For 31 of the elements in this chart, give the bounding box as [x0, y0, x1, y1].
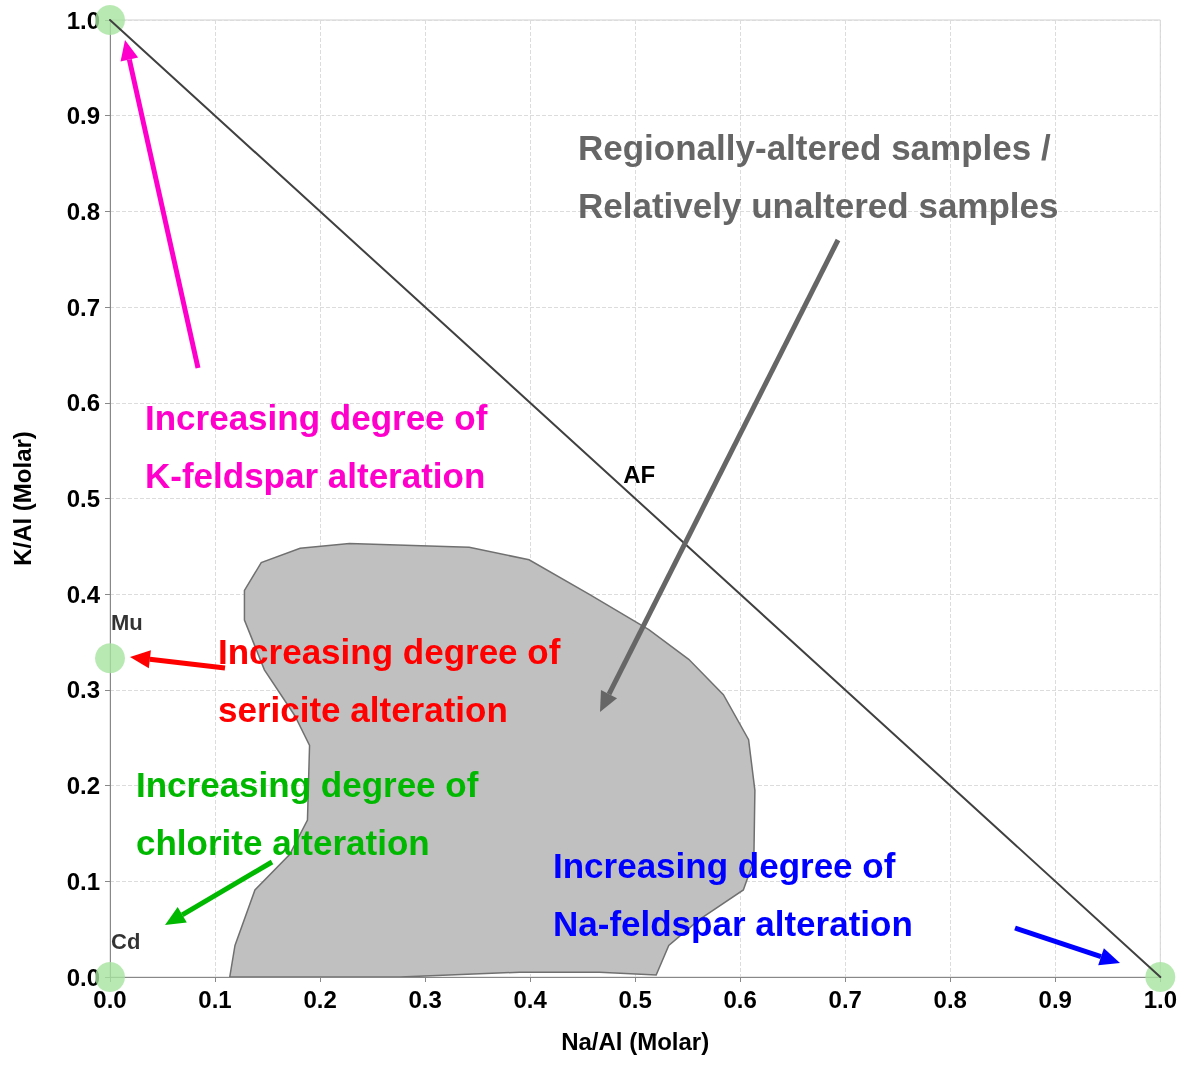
- x-tick-label: 0.6: [723, 985, 757, 1013]
- y-tick-label: 0.9: [66, 102, 100, 130]
- point: [95, 643, 125, 674]
- y-tick-label: 0.5: [66, 485, 100, 512]
- x-tick-label: 0.9: [1038, 985, 1072, 1013]
- x-axis-title: Na/Al (Molar): [561, 1027, 710, 1055]
- y-tick-label: 0.3: [66, 676, 100, 704]
- x-tick-label: 0.2: [303, 985, 337, 1013]
- y-tick-label: 0.1: [66, 867, 100, 895]
- x-tick-label: 0.1: [198, 985, 232, 1013]
- x-tick-label: 0.5: [618, 985, 652, 1013]
- y-axis-title: K/Al (Molar): [8, 431, 36, 566]
- data-label: Mu: [111, 609, 143, 635]
- x-tick-label: 0.4: [513, 985, 548, 1013]
- x-tick-label: 0.8: [933, 985, 967, 1013]
- point: [1145, 962, 1176, 992]
- annotation: Increasing degree of K-feldspar alteration: [145, 397, 488, 495]
- annotation: Increasing degree of Na-feldspar alteration: [553, 845, 913, 943]
- x-tick-label: 0.7: [828, 985, 862, 1013]
- y-tick-label: 0.7: [66, 293, 100, 321]
- y-tick-label: 1.0: [66, 6, 100, 34]
- annotation: Regionally-altered samples / Relatively unaltered samples: [578, 127, 1059, 225]
- y-tick-label: 0.8: [66, 197, 100, 225]
- annotation: AF: [623, 461, 656, 488]
- annotation: Increasing degree of sericite alteration: [218, 631, 561, 729]
- x-tick-label: 1.0: [1143, 985, 1178, 1013]
- x-tick-label: 0.3: [408, 985, 442, 1013]
- data-label: Cd: [111, 928, 141, 954]
- y-tick-label: 0.2: [66, 772, 100, 800]
- y-tick-label: 0.4: [66, 580, 101, 608]
- y-tick-label: 0.6: [66, 389, 100, 417]
